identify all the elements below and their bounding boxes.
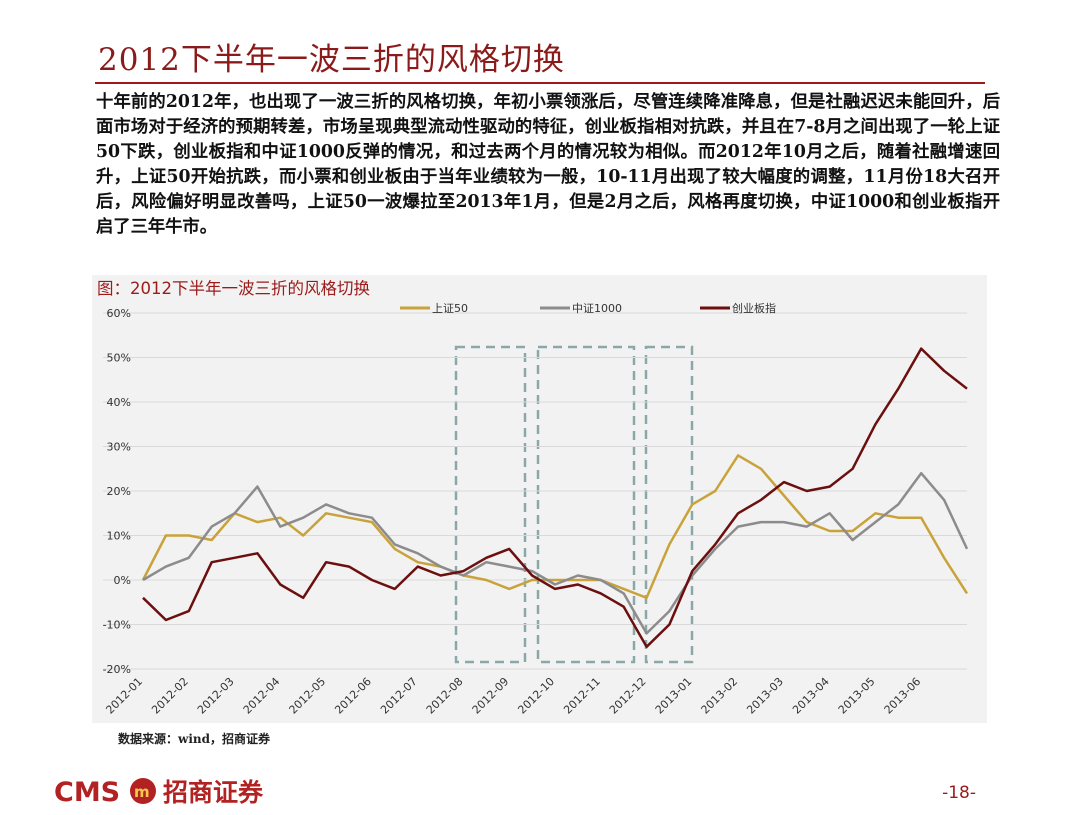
y-tick-label: 30% bbox=[107, 441, 131, 454]
series-line bbox=[142, 347, 968, 649]
y-tick-label: 0% bbox=[114, 574, 131, 587]
legend-label: 中证1000 bbox=[572, 302, 622, 315]
y-tick-label: 50% bbox=[107, 352, 131, 365]
series-line bbox=[141, 454, 969, 600]
y-tick-label: -10% bbox=[103, 619, 131, 632]
y-tick-label: 60% bbox=[107, 307, 131, 320]
y-tick-label: 20% bbox=[107, 485, 131, 498]
logo: CMS m 招商证券 bbox=[54, 777, 264, 808]
annotation-box bbox=[536, 345, 636, 664]
legend-label: 创业板指 bbox=[732, 301, 776, 315]
page-title: 2012下半年一波三折的风格切换 bbox=[98, 42, 565, 78]
y-tick-label: 10% bbox=[107, 530, 131, 543]
y-tick-label: -20% bbox=[103, 663, 131, 676]
chart-panel bbox=[92, 275, 987, 723]
logo-text: CMS bbox=[54, 777, 120, 808]
source-note: 数据来源：wind，招商证券 bbox=[118, 732, 271, 746]
title-rule bbox=[95, 82, 985, 84]
logo-icon-mark: m bbox=[134, 783, 150, 801]
series-line bbox=[142, 471, 969, 635]
page-number: -18- bbox=[942, 783, 976, 803]
paragraph: 十年前的2012年，也出现了一波三折的风格切换，年初小票领涨后，尽管连续降准降息… bbox=[96, 92, 1000, 237]
brand-name: 招商证券 bbox=[163, 778, 264, 807]
y-tick-label: 40% bbox=[107, 396, 131, 409]
annotation-box bbox=[454, 345, 527, 664]
logo-icon bbox=[130, 778, 156, 804]
legend-label: 上证50 bbox=[432, 302, 468, 315]
chart-title: 图：2012下半年一波三折的风格切换 bbox=[97, 279, 370, 298]
